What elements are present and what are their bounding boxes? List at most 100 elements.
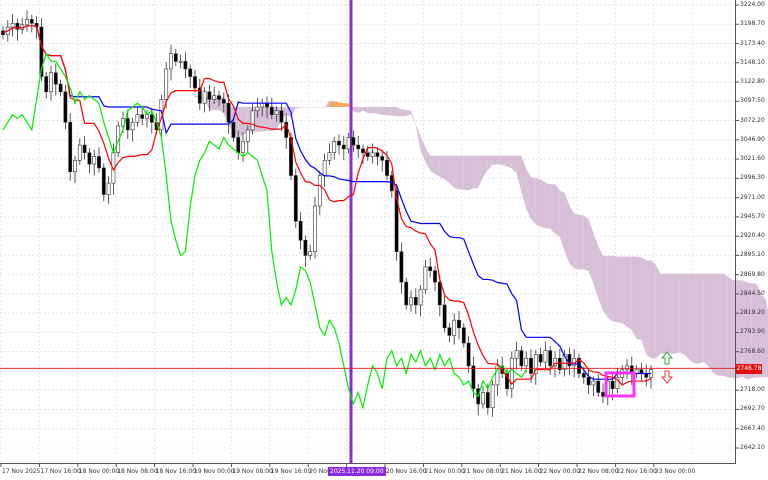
candle [337, 140, 341, 146]
candle [514, 350, 519, 359]
candle [44, 76, 49, 93]
candle [553, 357, 557, 367]
ichimoku-cloud-segment [415, 124, 421, 151]
candle [385, 160, 389, 176]
x-tick-label: 21 Nov 16:00 [501, 468, 542, 475]
ichimoku-cloud-segment [574, 213, 579, 270]
y-tick-label: 3122.80 [740, 78, 765, 86]
y-tick-label: 3097.50 [740, 97, 765, 105]
ichimoku-cloud-segment [420, 136, 426, 162]
y-tick-label: 3046.90 [740, 135, 765, 143]
candle [538, 354, 543, 363]
candle [217, 95, 221, 100]
candle [188, 68, 193, 77]
ichimoku-cloud-segment [670, 273, 675, 354]
x-tick-label: 17 Nov 2025 [2, 468, 41, 475]
candle [73, 160, 77, 173]
current-price-label: 2746.78 [736, 364, 762, 374]
ichimoku-cloud-segment [737, 280, 743, 379]
candle [140, 114, 145, 119]
candle [591, 380, 596, 386]
y-tick-label: 2642.10 [740, 444, 765, 451]
ichimoku-cloud-segment [439, 155, 445, 180]
candle [509, 357, 514, 389]
candle [308, 251, 313, 256]
ichimoku-cloud-segment [607, 255, 613, 322]
candle [63, 91, 68, 123]
x-tick-label: 23 Nov 00:00 [654, 468, 696, 475]
ichimoku-cloud-segment [598, 245, 603, 311]
candle [404, 281, 409, 306]
candle [231, 121, 236, 138]
candle [433, 270, 437, 283]
ichimoku-cloud-segment [329, 101, 335, 108]
ichimoku-cloud-segment [387, 107, 392, 116]
ichimoku-cloud-segment [243, 107, 248, 135]
chikou-span-line [2, 52, 527, 411]
candle [557, 357, 562, 370]
ichimoku-cloud-segment [723, 273, 728, 378]
candle [356, 144, 361, 150]
candle [245, 129, 250, 142]
y-tick-label: 2971.00 [740, 193, 765, 201]
candle [375, 152, 380, 157]
candle [615, 376, 620, 389]
ichimoku-cloud-segment [492, 155, 498, 165]
ichimoku-cloud-segment [161, 25, 167, 46]
candle [135, 114, 140, 123]
candle [625, 365, 629, 370]
candle [418, 289, 423, 306]
ichimoku-cloud-segment [262, 107, 267, 132]
candle [25, 19, 29, 26]
candle [370, 152, 375, 157]
candle [49, 72, 53, 93]
ichimoku-cloud-segment [511, 155, 517, 174]
candle [543, 350, 548, 363]
ichimoku-cloud-segment [516, 155, 522, 192]
ichimoku-cloud-segment [257, 107, 263, 132]
y-tick-label: 2895.10 [740, 251, 765, 259]
candle [533, 354, 538, 374]
ichimoku-cloud-segment [713, 273, 719, 376]
ichimoku-cloud-segment [555, 184, 560, 237]
ichimoku-cloud-segment [612, 255, 618, 323]
candle [101, 167, 106, 195]
ichimoku-cloud-segment [127, 30, 133, 33]
candle [428, 266, 433, 271]
candle [601, 392, 605, 397]
ichimoku-cloud-segment [166, 45, 171, 55]
x-tick-label: 22 Nov 16:00 [616, 468, 657, 475]
x-tick-label: 19 Nov 16:00 [270, 468, 312, 475]
y-tick-label: 2920.40 [740, 232, 765, 240]
ichimoku-cloud-segment [579, 214, 584, 270]
ichimoku-cloud-segment [636, 256, 642, 340]
ichimoku-cloud-segment [353, 107, 359, 113]
candle [485, 392, 490, 409]
candle [437, 281, 442, 306]
ichimoku-cloud-segment [588, 219, 594, 284]
candle [77, 144, 82, 161]
ichimoku-cloud-segment [468, 155, 474, 191]
ichimoku-cloud-segment [478, 155, 483, 189]
candle [562, 354, 567, 370]
candle [149, 114, 154, 123]
ichimoku-cloud-segment [324, 101, 330, 108]
ichimoku-cloud-segment [751, 283, 757, 378]
ichimoku-cloud-segment [372, 107, 378, 114]
ichimoku-cloud-segment [622, 256, 627, 327]
ichimoku-cloud-segment [132, 27, 138, 31]
y-tick-label: 2718.00 [740, 386, 765, 394]
ichimoku-cloud-segment [358, 107, 363, 113]
candle [490, 384, 495, 409]
candle [193, 76, 197, 89]
candle [596, 380, 601, 393]
candle [10, 22, 15, 28]
ichimoku-cloud-segment [747, 282, 752, 380]
x-tick-label: 21 Nov 08:00 [462, 468, 504, 475]
y-tick-label: 3021.60 [740, 155, 765, 163]
candle [548, 350, 553, 367]
ichimoku-cloud-segment [507, 155, 512, 169]
ichimoku-cloud-segment [540, 179, 546, 229]
y-tick-label: 3198.70 [740, 20, 765, 28]
